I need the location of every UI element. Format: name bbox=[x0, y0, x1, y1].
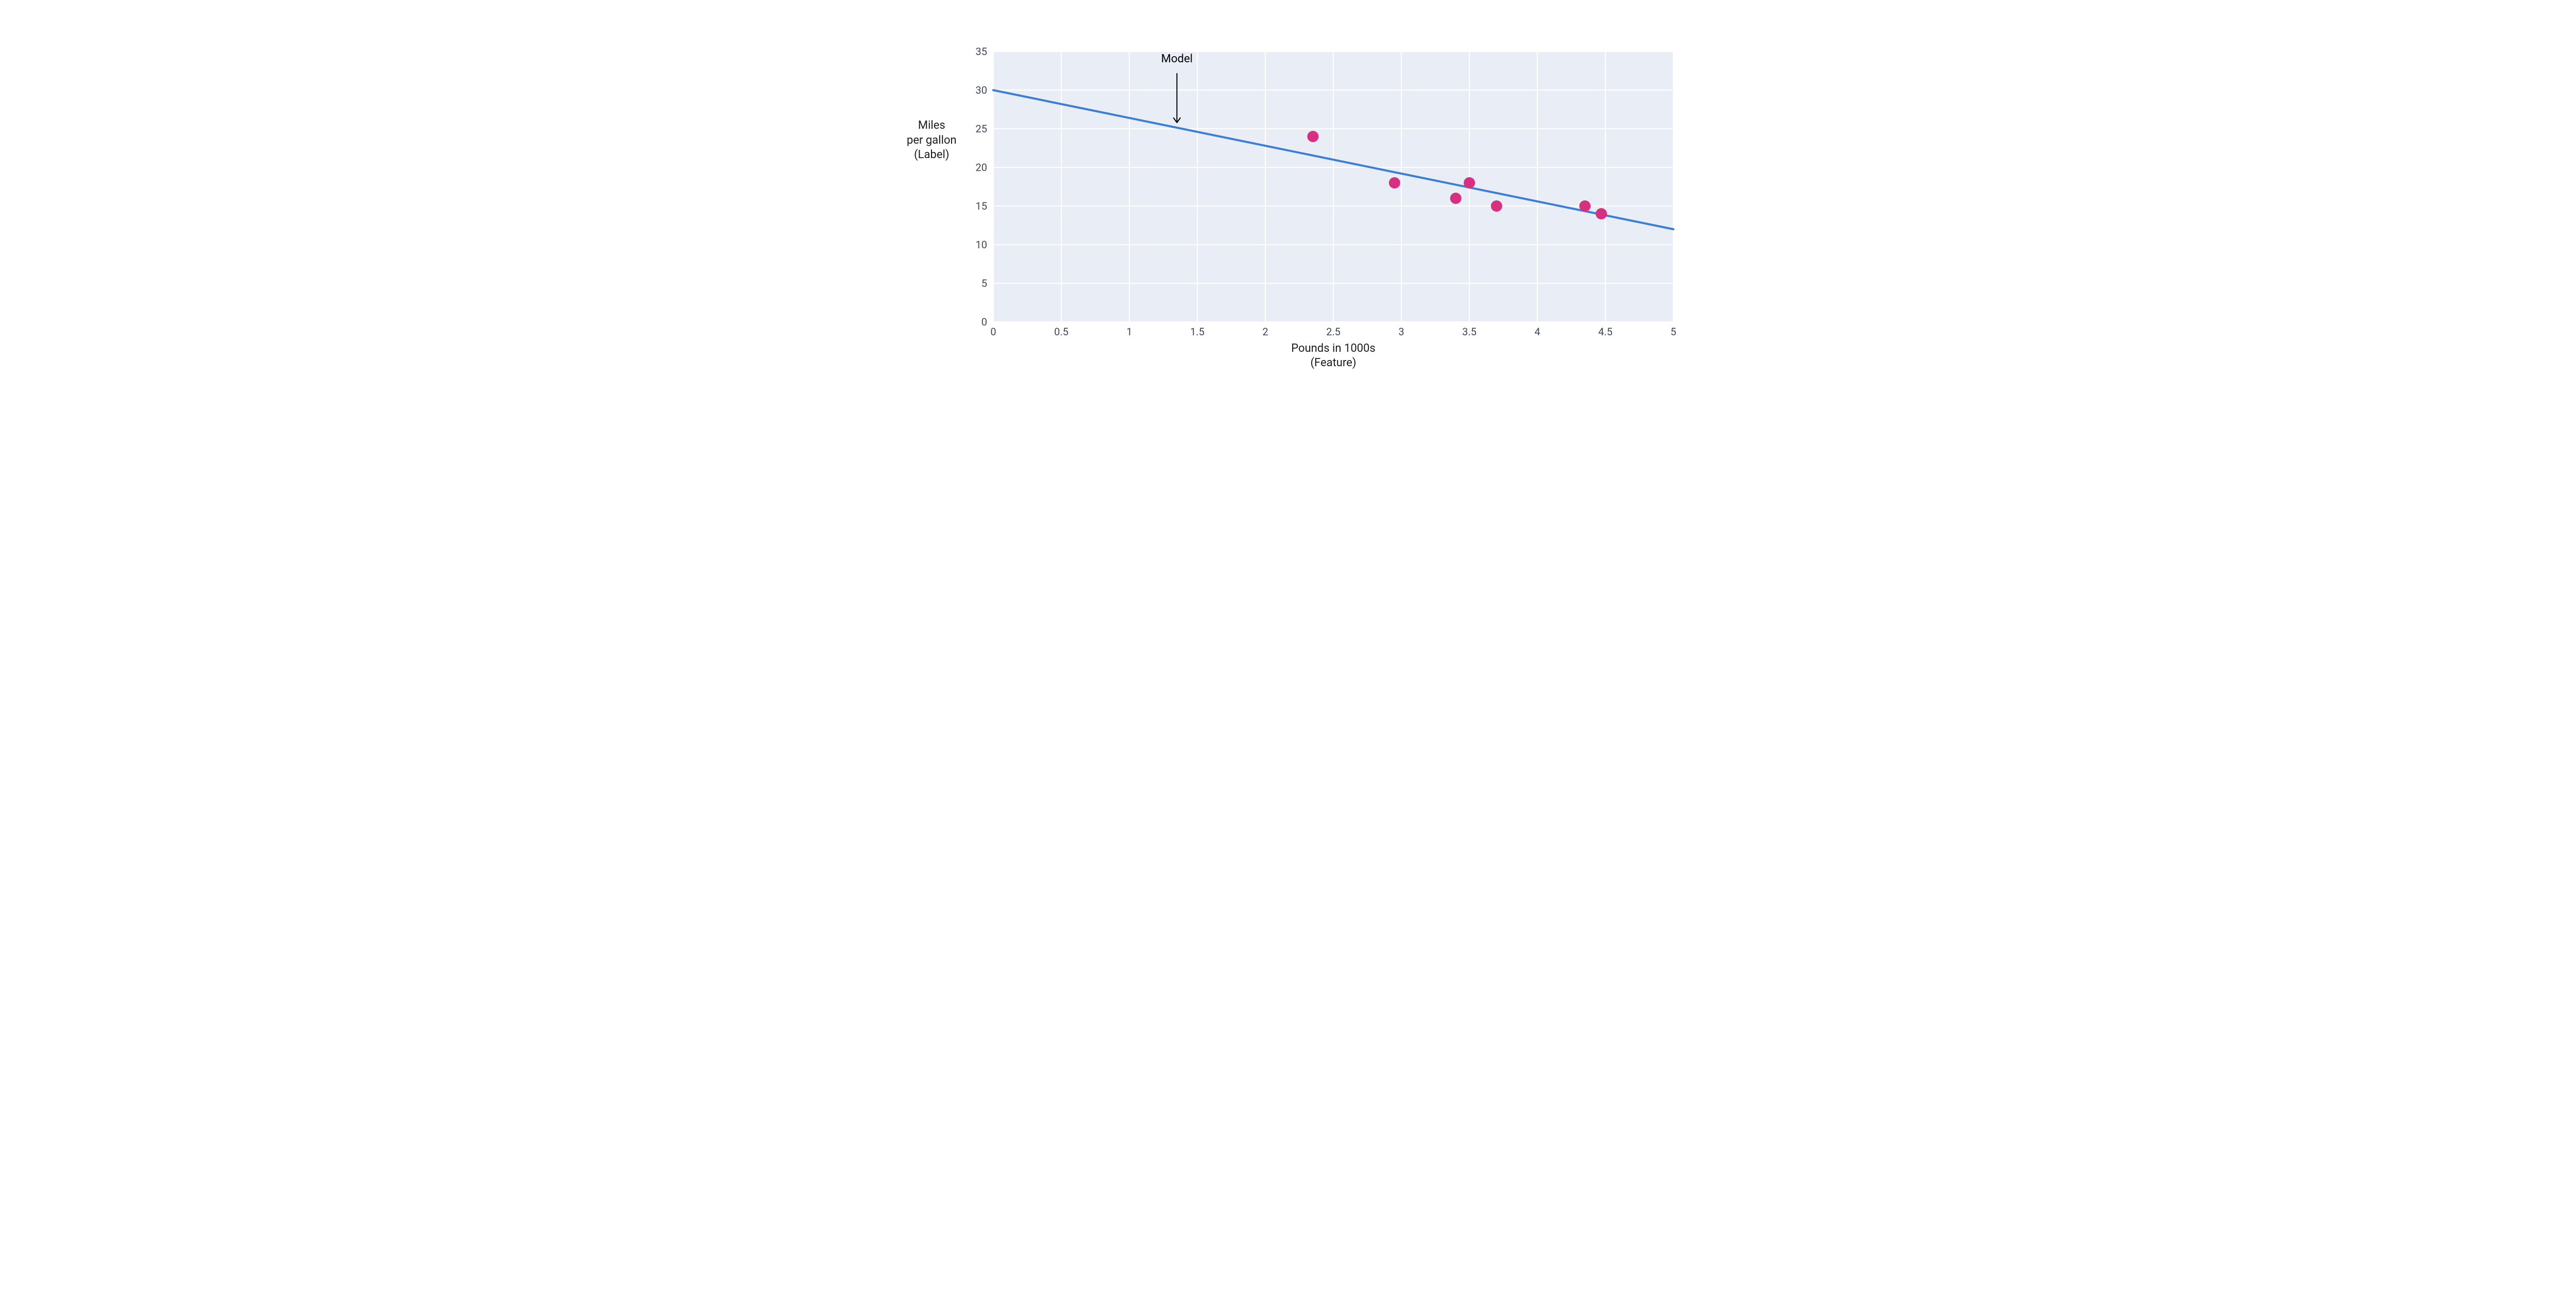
y-tick-label: 0 bbox=[981, 316, 987, 328]
data-point bbox=[1491, 200, 1502, 212]
x-tick-label: 0.5 bbox=[1054, 326, 1069, 338]
y-tick-label: 35 bbox=[976, 45, 987, 58]
x-tick-label: 3 bbox=[1398, 326, 1404, 338]
data-point bbox=[1450, 193, 1462, 204]
y-axis-label: Miles per gallon (Label) bbox=[907, 118, 957, 163]
chart-svg: 0 0.5 1 1.5 2 2.5 3 3.5 4 4.5 5 0 5 10 15 20 25 30 35 Pound… bbox=[886, 0, 1690, 384]
data-point bbox=[1579, 200, 1590, 212]
mpg-vs-weight-chart: Miles per gallon (Label) 0 0.5 1 1.5 2 2.5 3 3.… bbox=[886, 0, 1690, 384]
x-tick-label: 4 bbox=[1534, 326, 1540, 338]
x-tick-label: 1.5 bbox=[1190, 326, 1205, 338]
x-tick-label: 0 bbox=[990, 326, 996, 338]
y-tick-label: 10 bbox=[976, 238, 987, 251]
y-tick-label: 20 bbox=[976, 161, 987, 174]
x-tick-label: 2 bbox=[1262, 326, 1268, 338]
y-tick-label: 30 bbox=[976, 84, 987, 96]
x-tick-label: 5 bbox=[1670, 326, 1676, 338]
data-point bbox=[1389, 177, 1400, 189]
y-tick-label: 15 bbox=[976, 200, 987, 212]
x-tick-label: 3.5 bbox=[1462, 326, 1477, 338]
x-axis-label-line2: (Feature) bbox=[1311, 356, 1357, 369]
x-tick-label: 1 bbox=[1126, 326, 1132, 338]
data-point bbox=[1596, 208, 1607, 219]
y-axis-label-line1: Miles bbox=[907, 118, 957, 133]
x-axis-label-line1: Pounds in 1000s bbox=[1291, 342, 1376, 355]
data-point bbox=[1307, 131, 1318, 142]
annotation-label: Model bbox=[1161, 53, 1193, 65]
y-axis-label-line3: (Label) bbox=[907, 148, 957, 163]
y-tick-label: 5 bbox=[981, 277, 987, 289]
x-tick-label: 2.5 bbox=[1326, 326, 1341, 338]
x-tick-label: 4.5 bbox=[1598, 326, 1613, 338]
y-axis-label-line2: per gallon bbox=[907, 133, 957, 148]
data-point bbox=[1464, 177, 1475, 189]
y-tick-label: 25 bbox=[976, 123, 987, 135]
